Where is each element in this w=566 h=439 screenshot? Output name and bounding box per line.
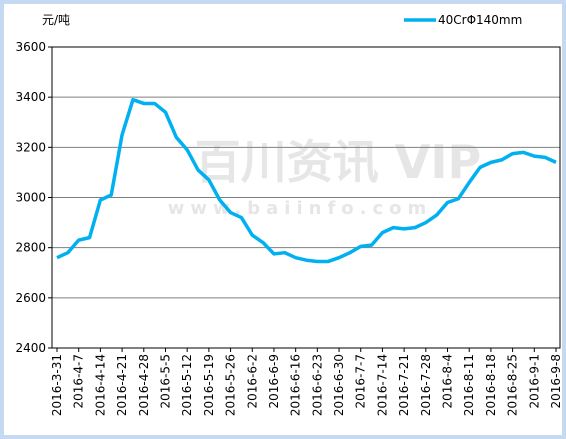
- chart-panel: [4, 4, 562, 435]
- x-tick-label: 2016-5-19: [202, 354, 216, 416]
- plot-frame: [51, 46, 561, 349]
- y-tick-label: 2600: [15, 291, 46, 305]
- x-tick-label: 2016-4-7: [72, 354, 86, 408]
- x-tick-label: 2016-8-11: [462, 354, 476, 416]
- y-tick-label: 3400: [15, 90, 46, 104]
- x-tick-label: 2016-8-25: [506, 354, 520, 416]
- x-tick-label: 2016-7-14: [375, 354, 389, 416]
- x-tick-label: 2016-6-9: [267, 354, 281, 408]
- x-tick-label: 2016-9-1: [527, 354, 541, 408]
- watermark-url: www.baiinfo.com: [168, 198, 433, 219]
- x-tick-label: 2016-4-28: [137, 354, 151, 416]
- x-tick-label: 2016-6-30: [332, 354, 346, 416]
- legend-label: 40CrΦ140mm: [438, 13, 522, 27]
- y-axis-label: 元/吨: [42, 13, 70, 27]
- x-tick-label: 2016-6-2: [245, 354, 259, 408]
- data-line: [56, 97, 557, 264]
- x-tick-label: 2016-9-8: [549, 354, 563, 408]
- x-tick-label: 2016-7-28: [419, 354, 433, 416]
- x-tick-label: 2016-5-26: [224, 354, 238, 416]
- y-tick-label: 2800: [15, 241, 46, 255]
- x-tick-label: 2016-6-16: [289, 354, 303, 416]
- watermark: 百川资讯 VIP: [195, 135, 481, 189]
- x-tick-label: 2016-6-23: [310, 354, 324, 416]
- x-tick-label: 2016-5-5: [158, 354, 172, 408]
- x-tick-label: 2016-7-7: [354, 354, 368, 408]
- y-tick-label: 3600: [15, 40, 46, 54]
- y-tick-label: 3200: [15, 140, 46, 154]
- y-tick-label: 2400: [15, 341, 46, 355]
- x-tick-label: 2016-7-21: [397, 354, 411, 416]
- x-tick-label: 2016-5-12: [180, 354, 194, 416]
- x-tick-label: 2016-4-14: [93, 354, 107, 416]
- x-tick-label: 2016-3-31: [50, 354, 64, 416]
- x-tick-label: 2016-8-4: [441, 354, 455, 408]
- x-tick-label: 2016-8-18: [484, 354, 498, 416]
- y-tick-label: 3000: [15, 191, 46, 205]
- x-tick-label: 2016-4-21: [115, 354, 129, 416]
